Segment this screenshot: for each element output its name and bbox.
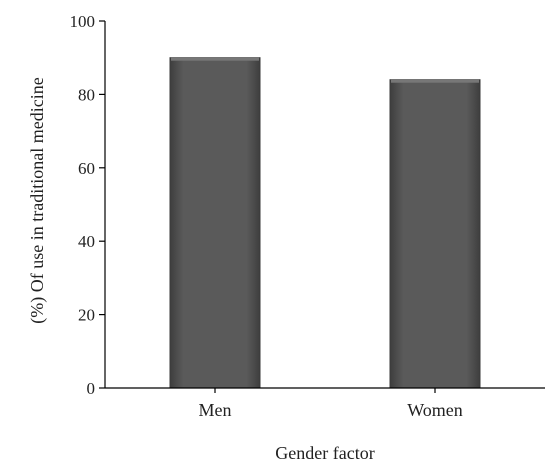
y-tick-label: 0: [87, 379, 96, 398]
bar-top-highlight: [171, 57, 259, 61]
y-axis-label: (%) Of use in traditional medicine: [27, 77, 48, 323]
y-tick-label: 20: [78, 306, 95, 325]
bar-body: [169, 57, 261, 389]
x-tick-label: Men: [199, 400, 232, 420]
y-tick-label: 60: [78, 159, 95, 178]
y-tick-label: 100: [70, 12, 96, 31]
labels-group: Men Women 0 20 40 60 80 100 Gender factor (%) Of …: [27, 12, 463, 463]
y-tick-label: 40: [78, 232, 95, 251]
y-tick-label: 80: [78, 85, 95, 104]
axes-group: [99, 20, 545, 393]
bar-body: [389, 79, 481, 389]
x-axis-label: Gender factor: [275, 443, 374, 463]
x-tick-label: Women: [407, 400, 463, 420]
bar-top-highlight: [391, 79, 479, 83]
bar-women: [389, 79, 481, 389]
bar-men: [169, 57, 261, 389]
bars-group: [169, 57, 481, 389]
